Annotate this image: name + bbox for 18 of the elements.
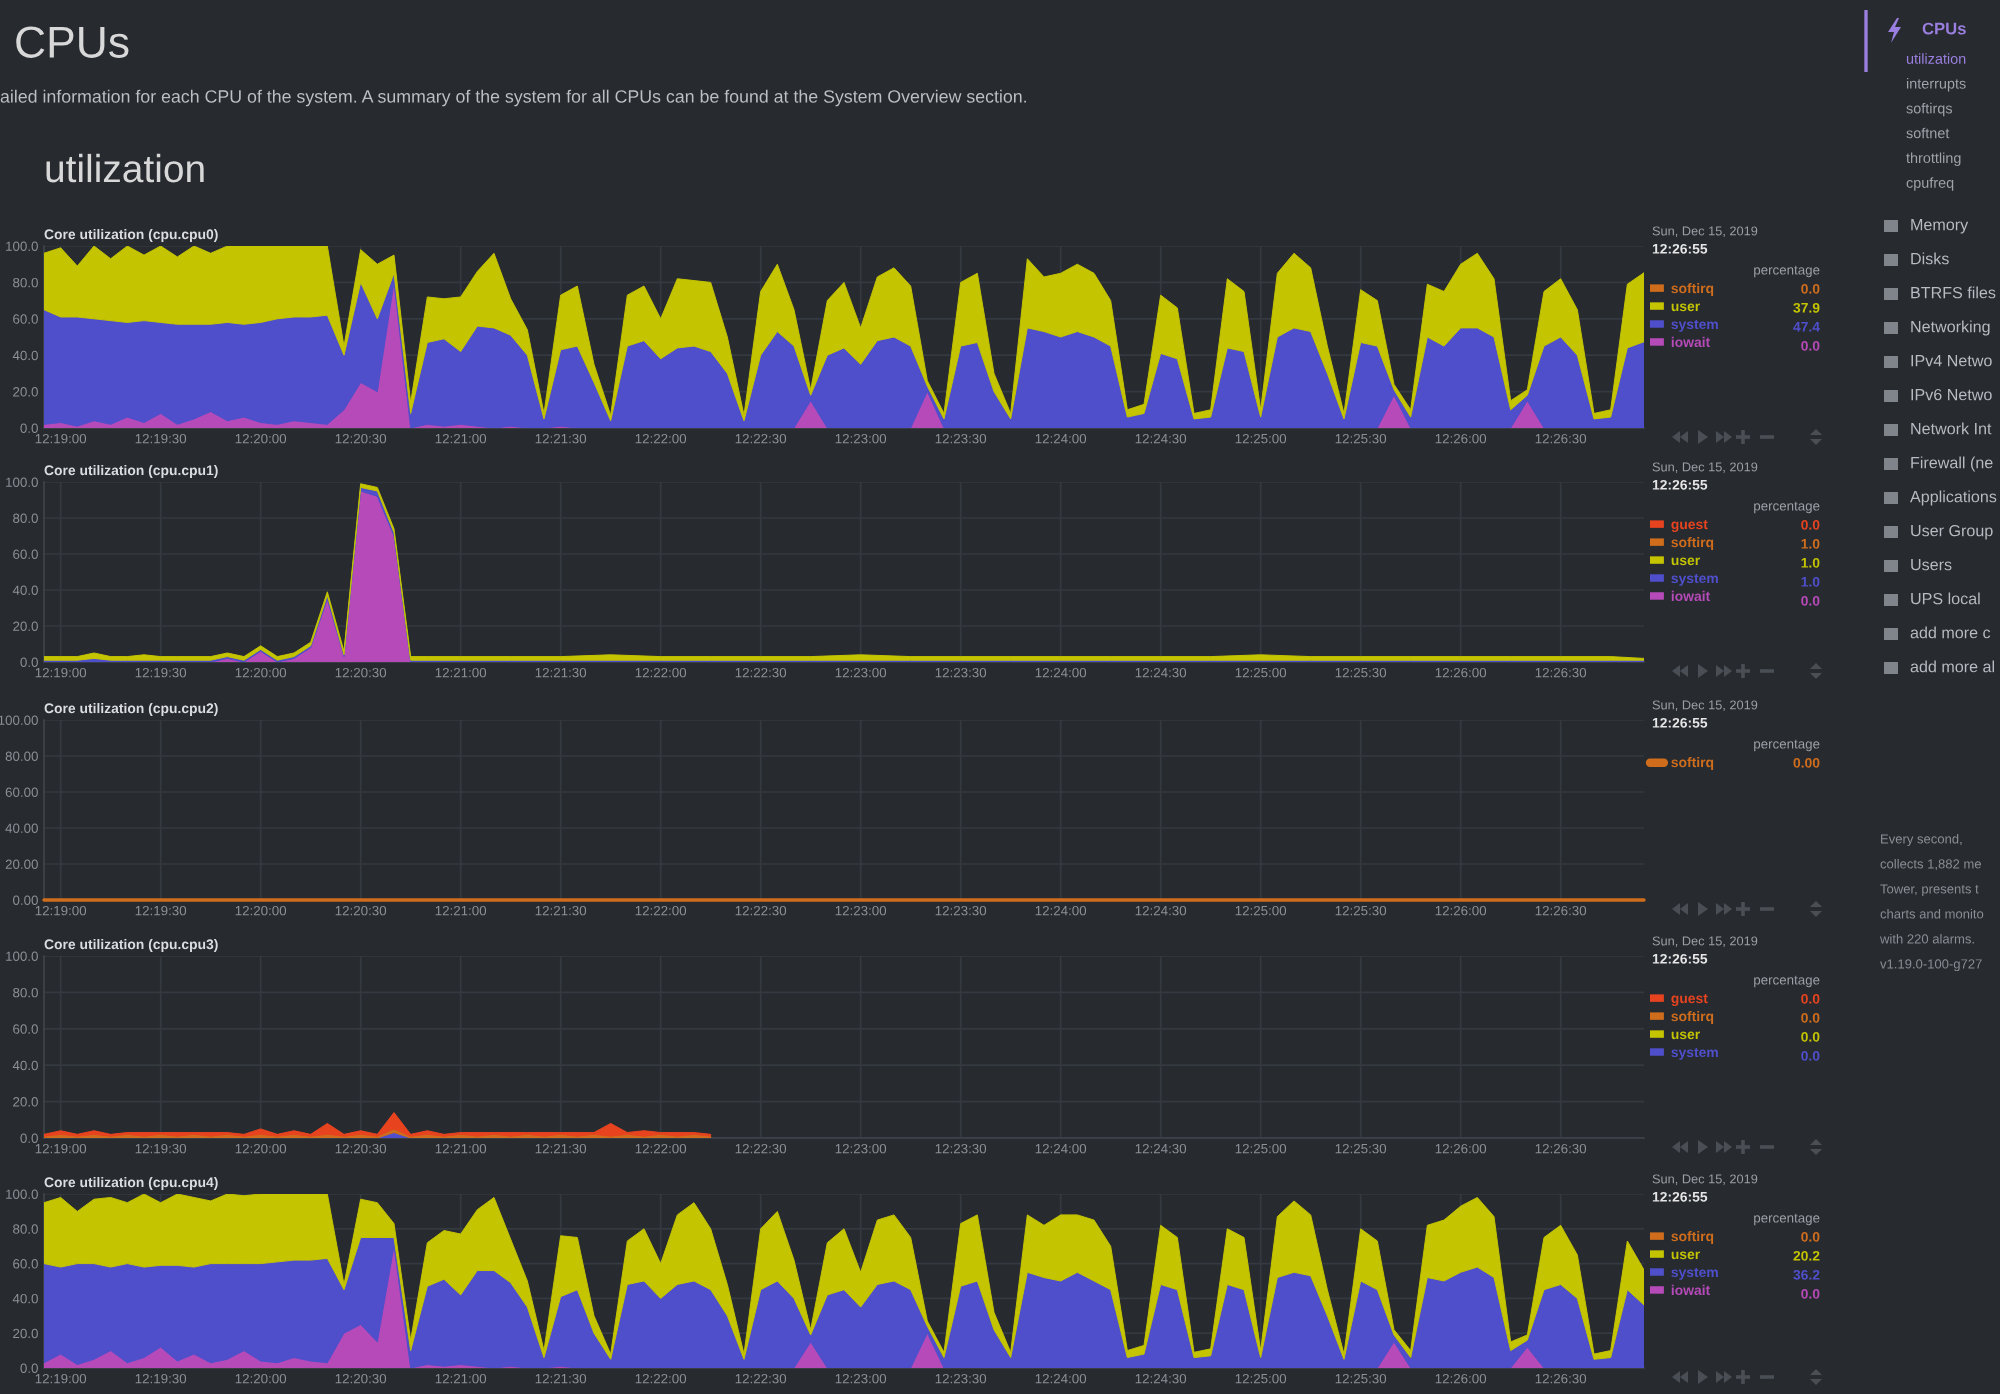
text: CPUs [16,26,129,58]
text: Networking [1911,320,1990,336]
text: CPUs [1922,22,1966,35]
text: Disks [1911,252,1949,265]
text: BTRFS files [1911,286,1996,299]
text: Users [1911,559,1952,571]
text: add more al [1910,660,1994,673]
text: ailed information for each CPU of the system. A summary of the system for all CPUs can be found at the System Overview section. [0,89,1026,107]
text: IPv6 Netwo [1911,388,1992,401]
text: Network Int [1911,422,1992,435]
text: Memory [1911,219,1969,234]
text: IPv4 Netwo [1911,355,1992,367]
text: add more c [1910,626,1991,639]
text: utilization [46,153,204,183]
text: Firewall (ne [1911,456,1993,472]
text: UPS local [1911,592,1980,605]
text: User Group [1911,524,1993,540]
text: Applications [1910,490,1997,506]
